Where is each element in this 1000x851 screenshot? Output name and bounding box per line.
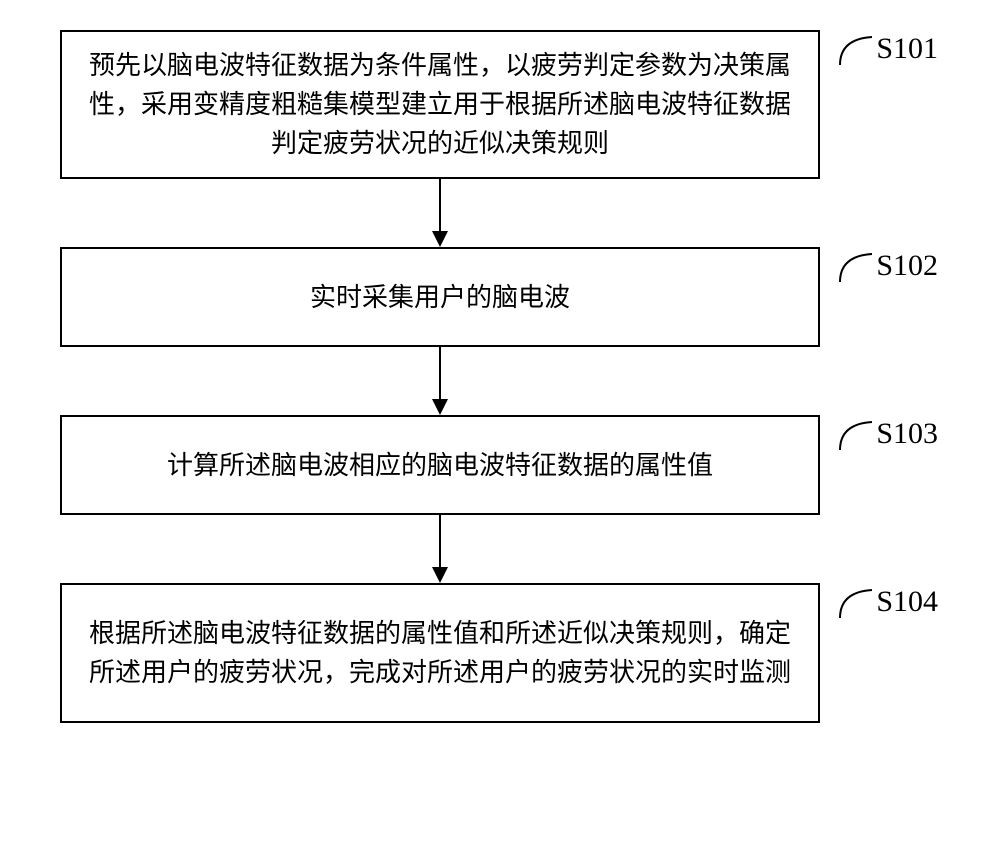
step-label: S104 xyxy=(838,579,938,624)
label-connector-curve xyxy=(838,248,874,284)
flowchart-step: 预先以脑电波特征数据为条件属性，以疲劳判定参数为决策属性，采用变精度粗糙集模型建… xyxy=(60,30,820,179)
step-id: S101 xyxy=(876,26,938,71)
step-text: 根据所述脑电波特征数据的属性值和所述近似决策规则，确定所述用户的疲劳状况，完成对… xyxy=(86,614,794,692)
step-text: 预先以脑电波特征数据为条件属性，以疲劳判定参数为决策属性，采用变精度粗糙集模型建… xyxy=(86,46,794,163)
step-text: 计算所述脑电波相应的脑电波特征数据的属性值 xyxy=(167,446,713,485)
label-connector-curve xyxy=(838,416,874,452)
step-id: S102 xyxy=(876,243,938,288)
flowchart-arrow xyxy=(60,179,820,247)
arrow-down-icon xyxy=(425,515,455,583)
flowchart-step: 计算所述脑电波相应的脑电波特征数据的属性值 S103 xyxy=(60,415,820,515)
flowchart-step: 实时采集用户的脑电波 S102 xyxy=(60,247,820,347)
step-text: 实时采集用户的脑电波 xyxy=(310,278,570,317)
label-connector-curve xyxy=(838,31,874,67)
arrow-down-icon xyxy=(425,347,455,415)
step-id: S104 xyxy=(876,579,938,624)
flowchart-container: 预先以脑电波特征数据为条件属性，以疲劳判定参数为决策属性，采用变精度粗糙集模型建… xyxy=(60,30,940,723)
step-label: S103 xyxy=(838,411,938,456)
step-label: S101 xyxy=(838,26,938,71)
label-connector-curve xyxy=(838,584,874,620)
flowchart-arrow xyxy=(60,347,820,415)
flowchart-arrow xyxy=(60,515,820,583)
arrow-down-icon xyxy=(425,179,455,247)
step-label: S102 xyxy=(838,243,938,288)
flowchart-step: 根据所述脑电波特征数据的属性值和所述近似决策规则，确定所述用户的疲劳状况，完成对… xyxy=(60,583,820,723)
step-id: S103 xyxy=(876,411,938,456)
